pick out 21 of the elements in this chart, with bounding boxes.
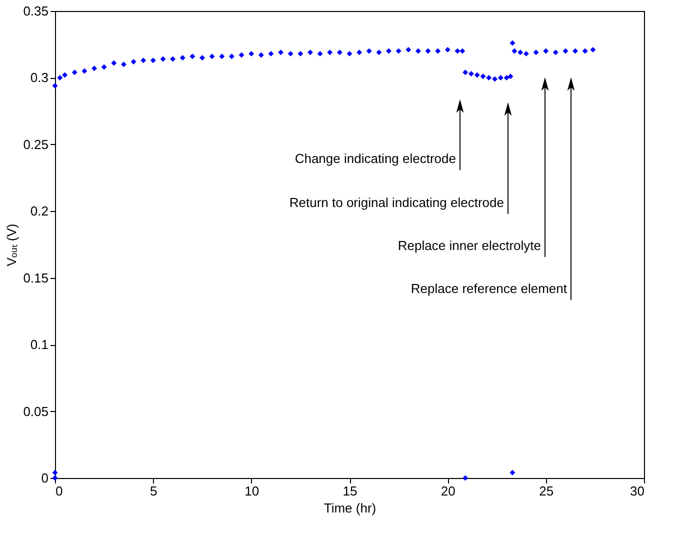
x-tick-label: 15 bbox=[342, 484, 358, 498]
x-tick-label: 25 bbox=[539, 484, 554, 498]
y-axis-title: Vₒᵤₜ (V) bbox=[4, 224, 20, 266]
y-tick-label: 0.25 bbox=[23, 136, 48, 152]
x-tick-label: 0 bbox=[56, 484, 63, 498]
y-tick-label: 0.3 bbox=[30, 70, 48, 86]
x-tick-label: 30 bbox=[630, 484, 644, 498]
y-tick-label: 0.35 bbox=[23, 4, 48, 18]
y-tick-label: 0.1 bbox=[30, 337, 48, 352]
x-tick-label: 20 bbox=[440, 484, 456, 498]
x-tick-label: 10 bbox=[244, 484, 260, 498]
y-tick-label: 0 bbox=[41, 470, 48, 486]
annotation: Return to original indicating electrode bbox=[289, 195, 504, 210]
y-tick-label: 0.2 bbox=[30, 204, 48, 219]
annotation: Change indicating electrode bbox=[294, 151, 456, 166]
x-axis-title: Time (hr) bbox=[324, 500, 376, 516]
y-tick-label: 0.05 bbox=[23, 404, 48, 419]
x-tick-label: 5 bbox=[150, 484, 158, 498]
annotation: Replace inner electrolyte bbox=[398, 238, 541, 253]
annotation: Replace reference element bbox=[410, 281, 568, 296]
y-tick-label: 0.15 bbox=[23, 270, 48, 286]
